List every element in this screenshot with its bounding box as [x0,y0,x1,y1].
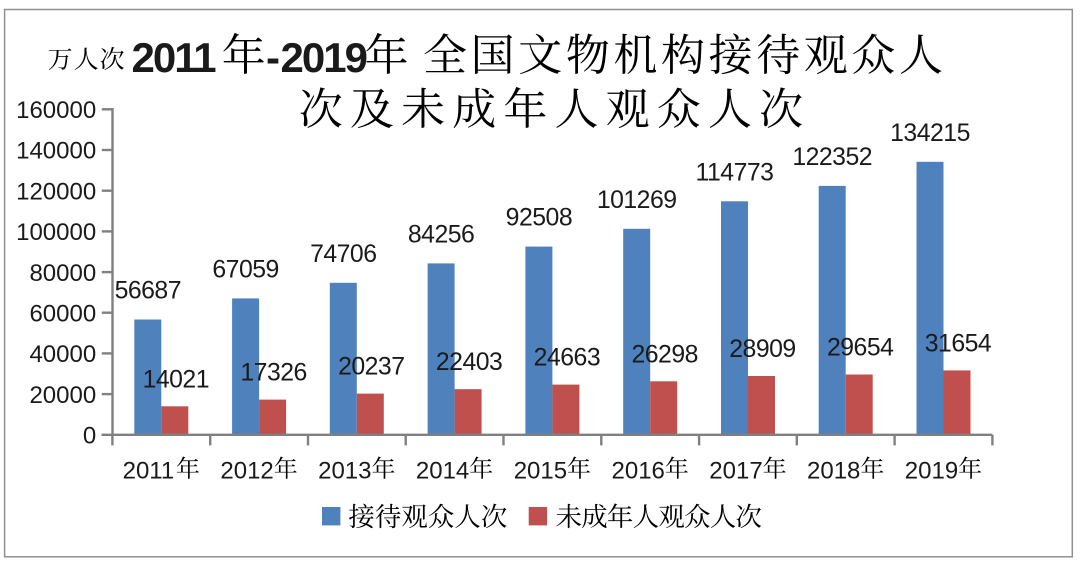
svg-text:22403: 22403 [436,349,502,376]
svg-text:26298: 26298 [631,341,697,368]
svg-text:2011: 2011 [132,34,217,81]
svg-text:28909: 28909 [729,336,795,363]
svg-text:29654: 29654 [827,335,894,362]
svg-text:122352: 122352 [792,144,872,171]
svg-text:2019: 2019 [905,458,958,485]
svg-text:60000: 60000 [29,300,96,327]
svg-text:2014: 2014 [416,458,469,485]
svg-text:2011: 2011 [123,458,175,485]
svg-text:17326: 17326 [240,360,306,387]
svg-text:40000: 40000 [29,341,96,368]
svg-text:0: 0 [83,423,96,450]
svg-text:2015: 2015 [514,458,567,485]
svg-text:80000: 80000 [29,260,96,287]
svg-text:2019: 2019 [281,34,367,81]
svg-text:2017: 2017 [709,458,762,485]
svg-text:140000: 140000 [16,138,96,165]
svg-text:20000: 20000 [29,382,96,409]
svg-text:2013: 2013 [318,458,371,485]
svg-text:92508: 92508 [506,205,572,232]
svg-text:160000: 160000 [16,97,96,124]
svg-text:-: - [266,34,279,81]
svg-text:31654: 31654 [925,330,992,357]
svg-text:114773: 114773 [696,159,774,186]
svg-text:56687: 56687 [115,278,181,305]
svg-text:67059: 67059 [212,256,278,283]
svg-text:101269: 101269 [597,187,677,214]
svg-text:2016: 2016 [612,458,665,485]
svg-text:120000: 120000 [16,178,96,205]
svg-text:100000: 100000 [16,219,96,246]
svg-text:14021: 14021 [143,366,209,393]
svg-text:2018: 2018 [807,458,860,485]
svg-text:74706: 74706 [310,241,376,268]
svg-text:2012: 2012 [220,458,273,485]
svg-text:20237: 20237 [338,354,404,381]
svg-text:134215: 134215 [890,120,970,147]
svg-text:84256: 84256 [408,221,474,248]
svg-text:24663: 24663 [534,345,600,372]
